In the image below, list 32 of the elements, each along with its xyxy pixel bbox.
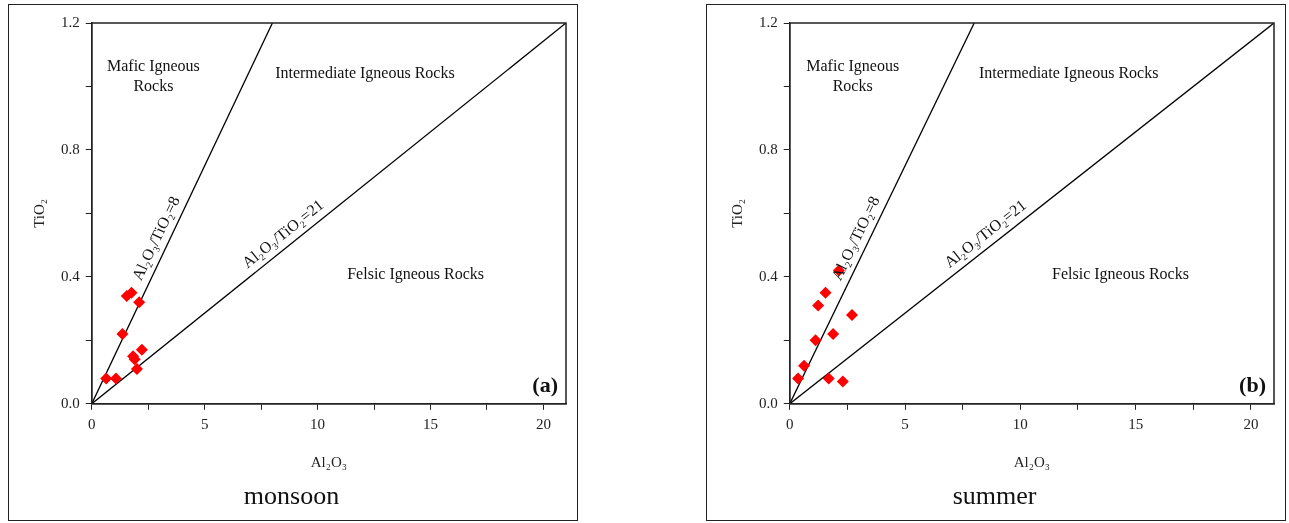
annotation: Intermediate Igneous Rocks (275, 63, 455, 82)
x-tick-label: 5 (901, 415, 909, 432)
x-tick-label: 20 (535, 415, 551, 432)
annotation: (a) (532, 372, 558, 398)
y-tick-label: 1.2 (61, 13, 80, 30)
text: monsoon (243, 481, 340, 511)
annotation: Mafic Igneous Rocks (106, 56, 200, 94)
y-tick-label: 0.4 (61, 267, 81, 284)
annotation: Felsic Igneous Rocks (347, 264, 485, 283)
text: summer (952, 481, 1037, 511)
annotation: Felsic Igneous Rocks (1052, 264, 1189, 283)
x-tick-label: 0 (88, 415, 96, 432)
x-tick-label: 15 (423, 415, 438, 432)
y-tick-label: 0.8 (61, 140, 80, 157)
y-tick-label: 0.4 (759, 267, 779, 284)
y-axis-title: TiO₂ (728, 198, 745, 228)
annotation: Intermediate Igneous Rocks (978, 63, 1159, 82)
x-tick-label: 10 (310, 415, 326, 432)
y-tick-label: 0.8 (759, 140, 778, 157)
annotation: Mafic Igneous Rocks (806, 56, 900, 94)
y-tick-label: 0.0 (61, 394, 80, 411)
y-axis-title: TiO₂ (30, 198, 47, 228)
x-tick-label: 10 (1012, 415, 1028, 432)
y-tick-label: 1.2 (759, 13, 778, 30)
x-tick-label: 20 (1243, 415, 1259, 432)
annotation: (b) (1239, 372, 1266, 398)
y-tick-label: 0.0 (759, 394, 778, 411)
x-axis-title: Al₂O₃ (310, 453, 348, 470)
x-tick-label: 5 (200, 415, 209, 432)
x-tick-label: 0 (786, 415, 794, 432)
x-axis-title: Al₂O₃ (1013, 453, 1051, 470)
x-tick-label: 15 (1128, 415, 1144, 432)
